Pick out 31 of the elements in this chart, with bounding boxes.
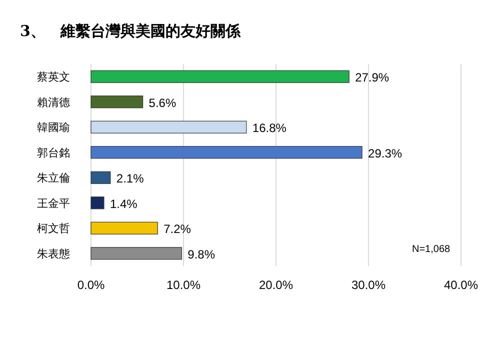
bar [90,171,111,184]
data-label: 1.4% [110,196,138,211]
data-label: 16.8% [252,121,287,136]
chart-title: 3、 維繫台灣與美國的友好關係 [20,22,242,40]
bar [90,146,362,159]
data-label: 9.8% [188,247,216,262]
x-tick-label: 10.0% [166,278,201,292]
y-tick-label: 蔡英文 [37,70,70,84]
data-label: 5.6% [148,96,176,110]
x-tick-label: 30.0% [351,278,386,292]
data-label: 7.2% [164,222,192,236]
y-tick-label: 朱表態 [37,247,70,260]
y-tick-label: 郭台銘 [37,146,70,160]
bar [90,120,247,134]
x-tick-label: 20.0% [258,278,294,292]
x-tick-label: 0.0% [77,278,105,292]
y-tick-label: 柯文哲 [37,222,70,236]
bar [90,96,144,108]
bar [90,196,104,210]
data-label: 29.3% [368,146,402,160]
data-label: 2.1% [116,172,144,186]
y-tick-label: 賴清德 [37,96,70,109]
y-tick-label: 韓國瑜 [37,121,70,134]
x-tick-label: 40.0% [444,278,478,292]
y-tick-label: 朱立倫 [37,172,70,185]
data-label: 27.9% [355,70,390,85]
annotation: N=1,068 [412,244,451,255]
bar [90,222,158,234]
bar [90,247,182,260]
y-tick-label: 王金平 [37,196,70,210]
bar [90,70,350,83]
